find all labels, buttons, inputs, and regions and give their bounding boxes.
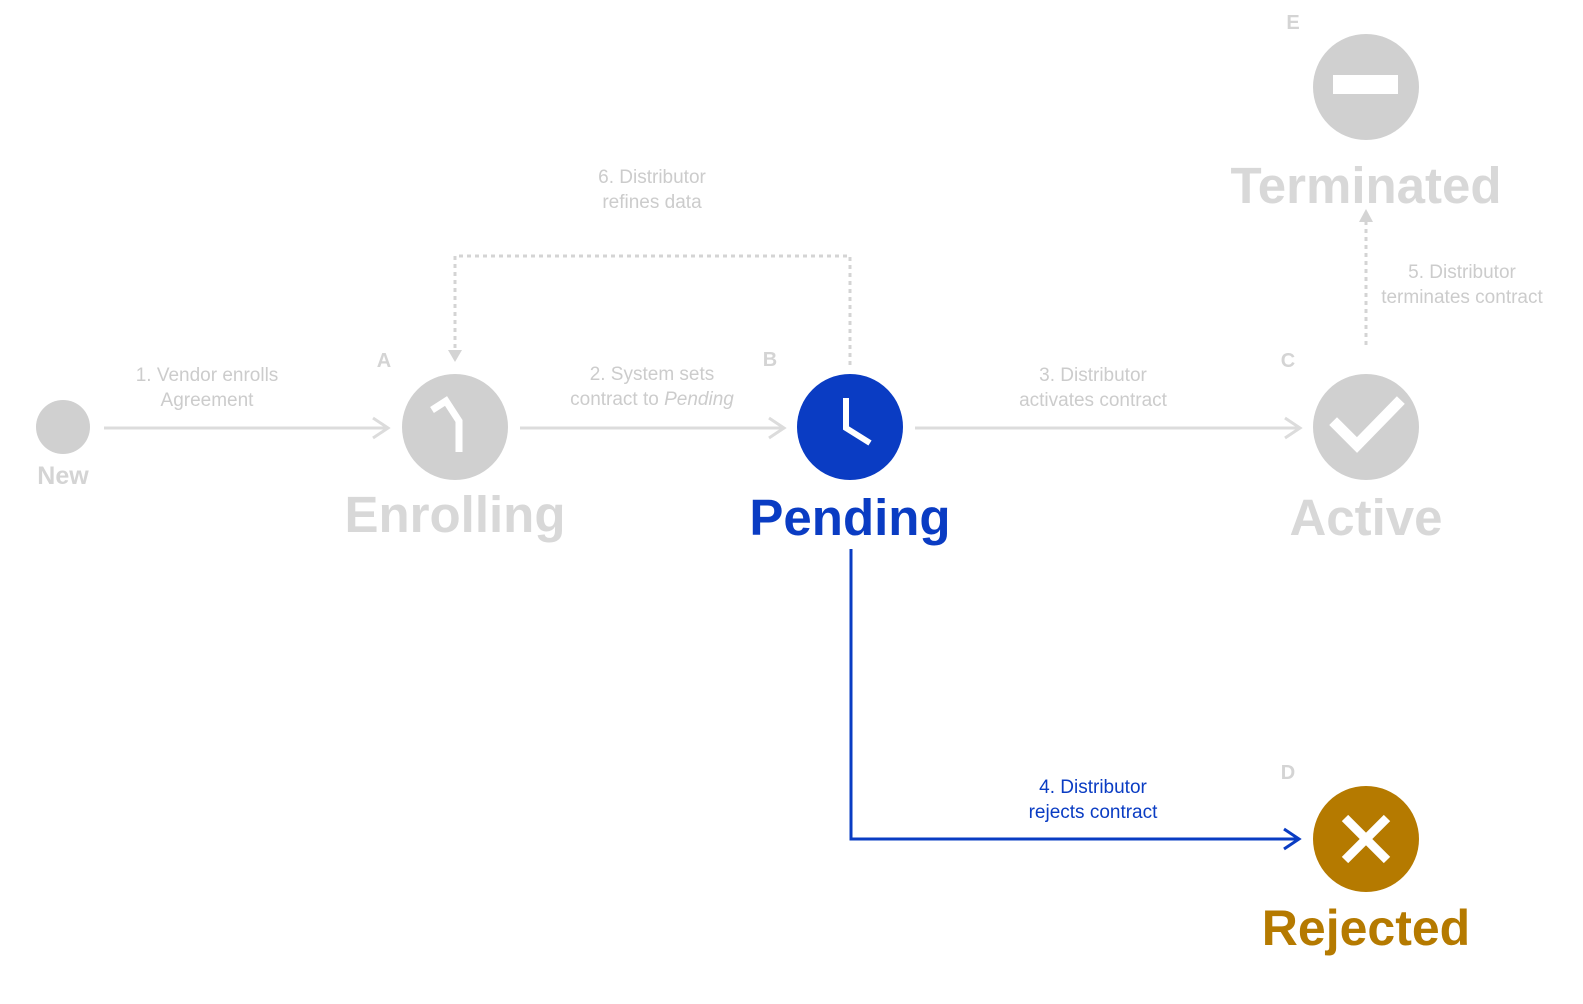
- clock-hourglass-icon: [402, 374, 508, 480]
- state-active-letter: C: [1281, 350, 1295, 372]
- transition-3-line1: 3. Distributor: [1039, 365, 1147, 386]
- state-terminated: E Terminated: [1230, 12, 1501, 214]
- transition-2-label: 2. System sets contract to Pending: [570, 364, 734, 410]
- minus-icon: [1313, 34, 1419, 140]
- transition-5-line2: terminates contract: [1381, 287, 1543, 308]
- checkmark-icon: [1313, 374, 1419, 480]
- transition-2-arrow: [520, 416, 787, 440]
- state-pending: B Pending: [749, 349, 950, 546]
- transition-1-line2: Agreement: [161, 390, 255, 411]
- transition-3-arrow: [915, 416, 1303, 440]
- state-enrolling-name: Enrolling: [345, 486, 566, 543]
- transition-5-line1: 5. Distributor: [1408, 262, 1516, 283]
- state-terminated-name: Terminated: [1230, 157, 1501, 214]
- state-rejected-letter: D: [1281, 762, 1295, 784]
- transition-6-label: 6. Distributor refines data: [598, 167, 706, 213]
- transition-6-line2: refines data: [602, 192, 702, 213]
- transition-2-line2: contract to Pending: [570, 389, 734, 410]
- dot-icon: [36, 400, 90, 454]
- transition-6-arrow: [448, 254, 852, 365]
- transition-4-arrow: [849, 549, 1302, 851]
- transition-1-line1: 1. Vendor enrolls: [136, 365, 279, 386]
- state-new: New: [36, 400, 90, 490]
- transition-2-line2-italic: Pending: [664, 389, 734, 410]
- transition-3-label: 3. Distributor activates contract: [1019, 365, 1168, 411]
- x-icon: [1313, 786, 1419, 892]
- state-enrolling: A Enrolling: [345, 350, 566, 543]
- state-active-name: Active: [1289, 489, 1442, 546]
- transition-5-label: 5. Distributor terminates contract: [1381, 262, 1543, 308]
- state-enrolling-letter: A: [377, 350, 391, 372]
- state-rejected: D Rejected: [1262, 762, 1470, 956]
- state-new-name: New: [37, 462, 89, 490]
- state-active: C Active: [1281, 350, 1443, 546]
- transition-2-line1: 2. System sets: [590, 364, 715, 385]
- state-rejected-name: Rejected: [1262, 900, 1470, 956]
- transition-1-label: 1. Vendor enrolls Agreement: [136, 365, 279, 411]
- state-pending-name: Pending: [749, 489, 950, 546]
- state-pending-letter: B: [763, 349, 777, 371]
- transition-4-line1: 4. Distributor: [1039, 777, 1147, 798]
- transition-4-line2: rejects contract: [1029, 802, 1159, 823]
- transition-5-arrow: [1359, 209, 1373, 345]
- clock-icon: [797, 374, 903, 480]
- transition-4-label: 4. Distributor rejects contract: [1029, 777, 1159, 823]
- transition-6-line1: 6. Distributor: [598, 167, 706, 188]
- transition-1-arrow: [104, 416, 391, 440]
- transition-3-line2: activates contract: [1019, 390, 1168, 411]
- transition-2-line2-prefix: contract to: [570, 389, 664, 410]
- state-terminated-letter: E: [1286, 12, 1299, 34]
